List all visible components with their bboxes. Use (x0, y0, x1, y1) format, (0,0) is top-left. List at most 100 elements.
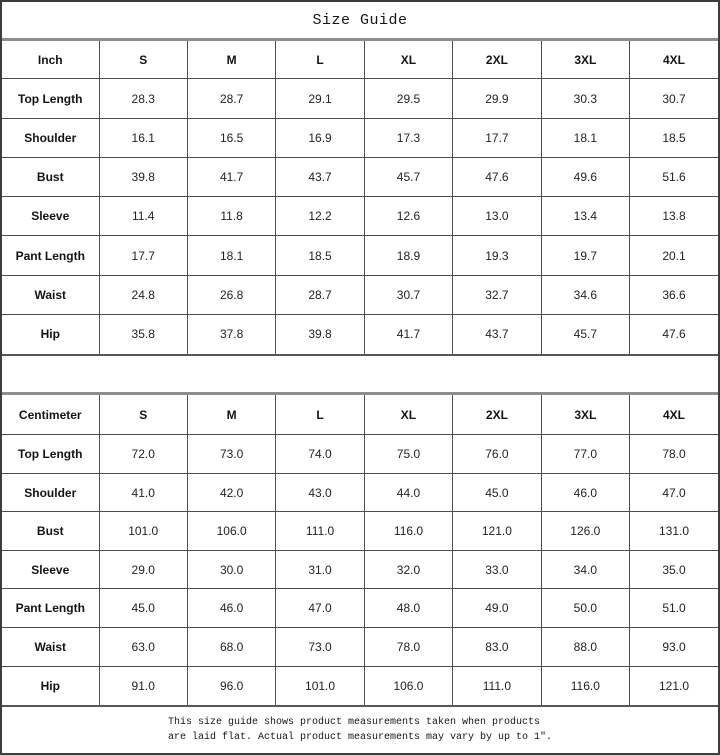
value-cell: 49.6 (540, 156, 631, 198)
value-cell: 74.0 (275, 434, 365, 474)
size-header-row: Inch S M L XL 2XL 3XL 4XL (2, 41, 718, 80)
unit-header-cell: Inch (2, 41, 100, 80)
value-cell: 116.0 (363, 511, 454, 551)
value-cell: 51.6 (629, 156, 718, 198)
value-cell: 29.1 (275, 78, 365, 119)
value-cell: 41.7 (186, 156, 277, 198)
value-cell: 116.0 (540, 665, 631, 706)
value-cell: 12.6 (363, 196, 454, 237)
value-cell: 41.7 (363, 313, 454, 355)
value-cell: 126.0 (540, 511, 631, 551)
value-cell: 19.3 (452, 235, 542, 276)
table-spacer (2, 356, 718, 392)
footer-note: This size guide shows product measuremen… (2, 707, 718, 753)
value-cell: 45.0 (452, 472, 542, 513)
value-cell: 91.0 (98, 665, 188, 706)
value-cell: 13.0 (452, 196, 542, 237)
value-cell: 37.8 (186, 313, 277, 355)
value-cell: 50.0 (540, 588, 631, 629)
centimeter-table-body: Centimeter S M L XL 2XL 3XL 4XL Top Length 72.0 73… (2, 393, 718, 706)
size-header-cell: 4XL (629, 393, 718, 436)
value-cell: 33.0 (452, 549, 542, 590)
row-label-cell: Bust (2, 511, 100, 551)
value-cell: 29.9 (452, 78, 542, 119)
value-cell: 46.0 (540, 472, 631, 513)
value-cell: 24.8 (98, 274, 188, 315)
row-label-cell: Bust (2, 156, 100, 198)
value-cell: 26.8 (186, 274, 277, 315)
value-cell: 28.3 (98, 78, 188, 119)
value-cell: 101.0 (275, 665, 365, 706)
value-cell: 111.0 (275, 511, 365, 551)
measurement-row: Sleeve 11.4 11.8 12.2 12.6 13.0 13.4 13.8 (2, 196, 718, 237)
value-cell: 35.8 (98, 313, 188, 355)
row-label-cell: Shoulder (2, 117, 100, 158)
value-cell: 45.0 (98, 588, 188, 629)
value-cell: 106.0 (186, 511, 277, 551)
value-cell: 29.0 (98, 549, 188, 590)
row-label-cell: Sleeve (2, 549, 100, 590)
measurement-row: Bust 39.8 41.7 43.7 45.7 47.6 49.6 51.6 (2, 156, 718, 198)
value-cell: 88.0 (540, 627, 631, 667)
value-cell: 45.7 (363, 156, 454, 198)
size-header-cell: 3XL (540, 393, 631, 436)
size-header-cell: 2XL (452, 393, 542, 436)
value-cell: 11.8 (186, 196, 277, 237)
value-cell: 48.0 (363, 588, 454, 629)
centimeter-size-table: Centimeter S M L XL 2XL 3XL 4XL Top Length 72.0 73… (2, 392, 718, 707)
value-cell: 93.0 (629, 627, 718, 667)
footer-note-lines: This size guide shows product measuremen… (168, 715, 552, 746)
value-cell: 30.3 (540, 78, 631, 119)
size-header-cell: S (98, 393, 188, 436)
size-guide-title: Size Guide (2, 2, 718, 41)
value-cell: 31.0 (275, 549, 365, 590)
size-header-cell: M (186, 393, 277, 436)
row-label-cell: Hip (2, 313, 100, 355)
value-cell: 18.9 (363, 235, 454, 276)
value-cell: 47.6 (629, 313, 718, 355)
value-cell: 121.0 (629, 665, 718, 706)
measurement-row: Pant Length 17.7 18.1 18.5 18.9 19.3 19.7 20.1 (2, 235, 718, 276)
value-cell: 30.0 (186, 549, 277, 590)
size-header-cell: XL (363, 393, 454, 436)
measurement-row: Shoulder 16.1 16.5 16.9 17.3 17.7 18.1 18.5 (2, 117, 718, 158)
value-cell: 73.0 (275, 627, 365, 667)
measurement-row: Sleeve 29.0 30.0 31.0 32.0 33.0 34.0 35.0 (2, 549, 718, 590)
value-cell: 39.8 (98, 156, 188, 198)
value-cell: 43.0 (275, 472, 365, 513)
value-cell: 44.0 (363, 472, 454, 513)
measurement-row: Hip 91.0 96.0 101.0 106.0 111.0 116.0 121.0 (2, 665, 718, 706)
row-label-cell: Pant Length (2, 588, 100, 629)
row-label-cell: Pant Length (2, 235, 100, 276)
value-cell: 19.7 (540, 235, 631, 276)
value-cell: 12.2 (275, 196, 365, 237)
row-label-cell: Hip (2, 665, 100, 706)
value-cell: 18.1 (186, 235, 277, 276)
value-cell: 16.5 (186, 117, 277, 158)
value-cell: 43.7 (452, 313, 542, 355)
size-header-cell: 4XL (629, 41, 718, 80)
value-cell: 47.6 (452, 156, 542, 198)
measurement-row: Waist 63.0 68.0 73.0 78.0 83.0 88.0 93.0 (2, 627, 718, 667)
measurement-row: Top Length 72.0 73.0 74.0 75.0 76.0 77.0 78.0 (2, 434, 718, 474)
value-cell: 46.0 (186, 588, 277, 629)
size-header-cell: L (275, 41, 365, 80)
value-cell: 36.6 (629, 274, 718, 315)
value-cell: 78.0 (363, 627, 454, 667)
value-cell: 78.0 (629, 434, 718, 474)
footer-note-line1: This size guide shows product measuremen… (167, 716, 541, 728)
value-cell: 18.1 (540, 117, 631, 158)
inch-size-table: Inch S M L XL 2XL 3XL 4XL Top Length 28.3 28.7 29.1… (2, 41, 718, 356)
value-cell: 42.0 (186, 472, 277, 513)
size-header-cell: M (186, 41, 277, 80)
value-cell: 41.0 (98, 472, 188, 513)
value-cell: 106.0 (363, 665, 454, 706)
value-cell: 51.0 (629, 588, 718, 629)
value-cell: 77.0 (540, 434, 631, 474)
value-cell: 111.0 (452, 665, 542, 706)
value-cell: 47.0 (275, 588, 365, 629)
value-cell: 17.7 (98, 235, 188, 276)
row-label-cell: Top Length (2, 78, 100, 119)
value-cell: 47.0 (629, 472, 718, 513)
